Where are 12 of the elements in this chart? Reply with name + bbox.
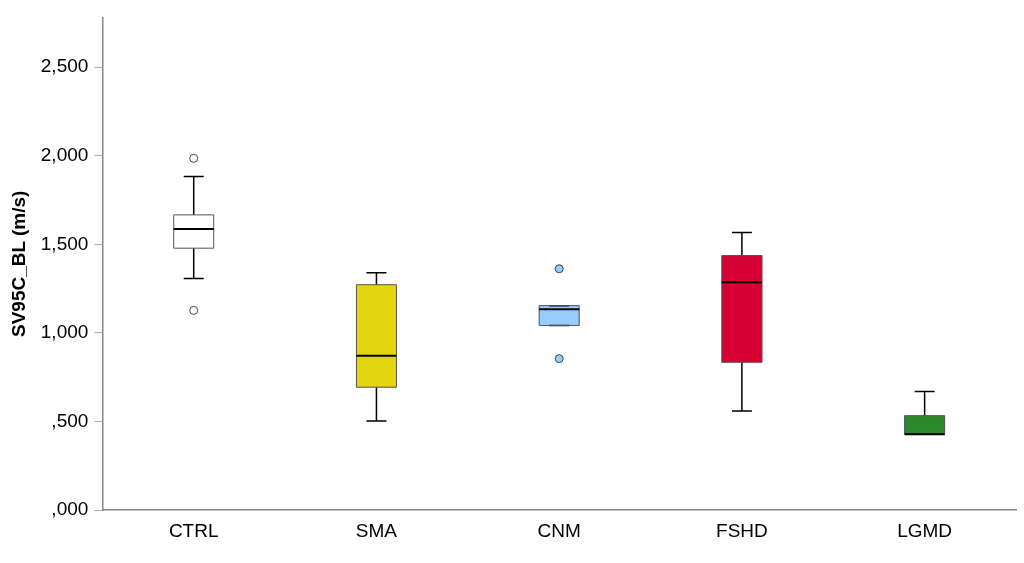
y-tick-label: 1,500 xyxy=(40,232,89,254)
x-tick-label: SMA xyxy=(355,519,398,541)
y-tick-label: 2,500 xyxy=(40,55,89,77)
y-tick-label: 1,000 xyxy=(40,321,89,343)
x-tick-label: FSHD xyxy=(716,519,768,541)
x-tick-label: CNM xyxy=(537,519,581,541)
x-tick-label: LGMD xyxy=(897,519,953,541)
y-tick-label: ,500 xyxy=(51,409,89,431)
y-tick-label: 2,000 xyxy=(40,143,89,165)
y-tick-label: ,000 xyxy=(51,498,89,520)
y-axis-title: SV95C_BL (m/s) xyxy=(7,190,29,338)
x-tick-label: CTRL xyxy=(168,519,219,541)
